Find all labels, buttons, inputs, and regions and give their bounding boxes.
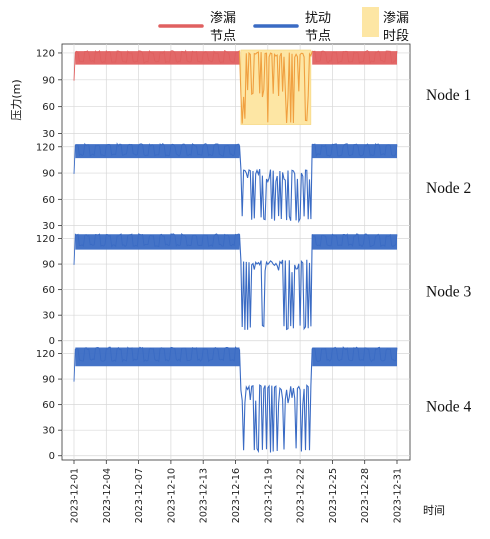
x-tick-label: 2023-12-07 xyxy=(134,468,145,523)
series-line xyxy=(312,346,398,363)
series-node-4 xyxy=(73,346,398,454)
node-label: Node 3 xyxy=(426,284,471,301)
y-tick-label: 120 xyxy=(36,349,55,360)
series-line xyxy=(73,346,240,382)
series-band xyxy=(312,51,397,65)
series-node-2 xyxy=(73,142,398,224)
y-tick-label: 120 xyxy=(36,48,55,59)
legend-label: 扰动 xyxy=(305,11,331,26)
series-node-1 xyxy=(73,49,398,124)
y-tick-label: 60 xyxy=(42,400,55,411)
x-tick-label: 2023-12-28 xyxy=(360,468,371,523)
series-line xyxy=(312,143,398,158)
series-line xyxy=(311,233,398,248)
legend-label: 时段 xyxy=(383,29,409,44)
x-tick-label: 2023-12-04 xyxy=(102,468,113,523)
legend-label: 渗漏 xyxy=(383,10,409,26)
x-tick-label: 2023-12-31 xyxy=(393,468,404,523)
series-band xyxy=(312,347,397,367)
x-tick-label: 2023-12-16 xyxy=(231,468,242,523)
node-label: Node 2 xyxy=(426,180,471,197)
y-tick-label: 90 xyxy=(42,75,55,86)
y-tick-label: 90 xyxy=(42,169,55,180)
y-tick-label: 120 xyxy=(36,142,55,153)
series-line xyxy=(238,50,313,124)
y-tick-label: 30 xyxy=(42,221,55,232)
series-band xyxy=(312,234,397,250)
x-tick-label: 2023-12-13 xyxy=(199,468,210,523)
y-tick-label: 30 xyxy=(42,311,55,322)
x-tick-label: 2023-12-01 xyxy=(70,468,81,523)
series-line xyxy=(238,234,313,331)
y-axis-title: 压力(m) xyxy=(10,79,23,120)
series-line xyxy=(73,49,240,81)
legend-swatch xyxy=(362,7,379,37)
legend-label: 节点 xyxy=(305,29,331,44)
series-band xyxy=(312,144,397,159)
y-tick-label: 0 xyxy=(49,451,55,462)
node-label: Node 4 xyxy=(426,399,471,416)
x-tick-label: 2023-12-10 xyxy=(166,468,177,523)
y-tick-label: 90 xyxy=(42,260,55,271)
node-label: Node 1 xyxy=(426,87,471,104)
series-line xyxy=(73,232,240,265)
plot-frame xyxy=(61,43,411,461)
legend-label: 渗漏 xyxy=(210,10,236,26)
series-line xyxy=(312,50,398,65)
legend-label: 节点 xyxy=(210,29,236,44)
series-node-3 xyxy=(73,232,398,331)
x-tick-label: 2023-12-19 xyxy=(263,468,274,523)
y-tick-label: 30 xyxy=(42,129,55,140)
x-tick-label: 2023-12-22 xyxy=(296,468,307,523)
x-axis-title: 时间 xyxy=(423,504,445,517)
y-tick-label: 30 xyxy=(42,426,55,437)
series-line xyxy=(73,142,240,174)
x-tick-label: 2023-12-25 xyxy=(328,468,339,523)
plot-area: 2023-12-01 2023-12-04 2023-12-07 2023-12-10… xyxy=(36,43,411,523)
series-line xyxy=(238,144,313,224)
y-tick-label: 120 xyxy=(36,234,55,245)
y-tick-label: 90 xyxy=(42,375,55,386)
y-tick-label: 60 xyxy=(42,285,55,296)
y-tick-label: 60 xyxy=(42,195,55,206)
y-tick-label: 60 xyxy=(42,102,55,113)
y-tick-label: 0 xyxy=(49,336,55,347)
series-line xyxy=(238,348,313,454)
